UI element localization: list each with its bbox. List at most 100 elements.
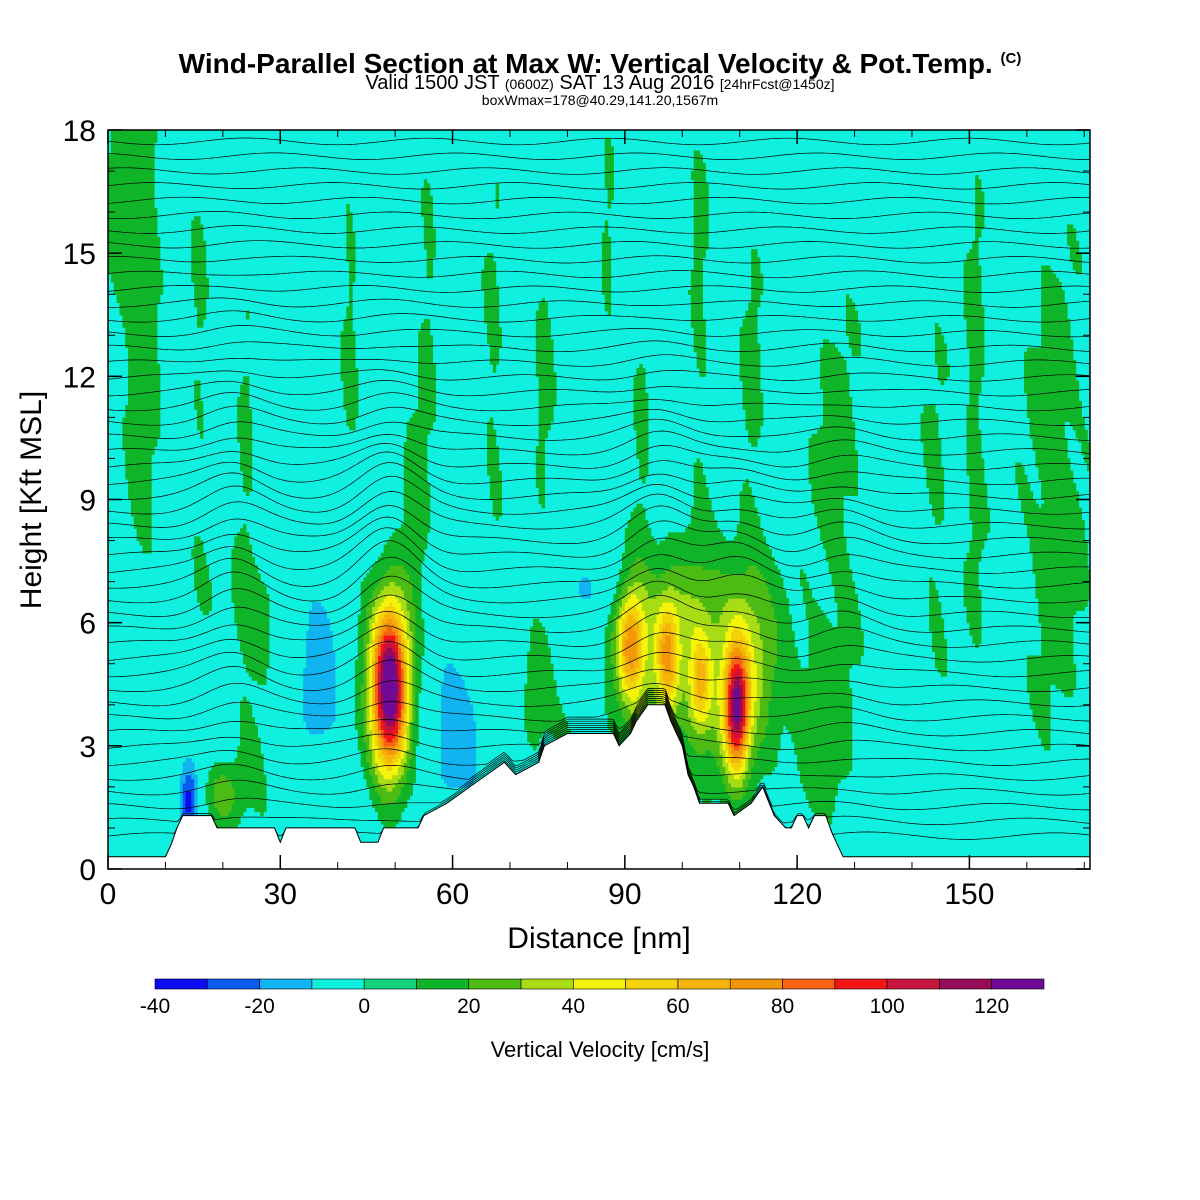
- w-cell: [808, 454, 859, 460]
- w-cell: [357, 470, 399, 476]
- w-cell: [725, 754, 729, 759]
- w-cell: [604, 306, 612, 312]
- w-cell: [1069, 249, 1080, 254]
- w-cell: [725, 782, 732, 788]
- w-cell: [406, 778, 416, 784]
- w-cell: [719, 725, 724, 731]
- w-cell: [214, 803, 233, 809]
- w-cell: [670, 680, 678, 685]
- w-cell: [693, 466, 703, 472]
- w-cell: [665, 639, 672, 644]
- w-cell: [774, 614, 792, 620]
- w-cell: [863, 737, 916, 743]
- w-cell: [377, 651, 382, 657]
- w-cell: [366, 700, 370, 706]
- w-cell: [639, 663, 643, 669]
- w-cell: [639, 659, 643, 665]
- w-cell: [639, 651, 643, 657]
- w-cell: [174, 437, 189, 443]
- w-cell: [742, 614, 758, 620]
- w-cell: [369, 696, 373, 702]
- w-cell: [808, 630, 864, 636]
- w-cell: [139, 540, 152, 546]
- w-cell: [415, 602, 422, 607]
- w-cell: [288, 618, 299, 624]
- w-cell: [340, 331, 356, 336]
- w-cell: [392, 647, 396, 653]
- w-cell: [415, 626, 425, 632]
- w-cell: [360, 692, 368, 698]
- w-cell: [509, 429, 514, 435]
- w-cell: [1049, 848, 1060, 854]
- w-cell: [978, 717, 996, 722]
- w-cell: [372, 298, 405, 304]
- w-cell: [446, 446, 462, 451]
- w-cell: [708, 688, 715, 694]
- w-cell: [777, 622, 792, 628]
- w-cell: [751, 774, 764, 780]
- w-cell: [1055, 684, 1077, 689]
- w-cell: [633, 421, 649, 427]
- w-cell: [297, 524, 307, 529]
- w-cell: [395, 762, 402, 767]
- w-cell: [426, 261, 434, 267]
- w-cell: [1081, 446, 1090, 451]
- w-cell: [797, 754, 853, 759]
- w-cell: [647, 655, 655, 661]
- w-cell: [108, 647, 129, 653]
- w-cell: [742, 667, 747, 673]
- w-cell: [624, 322, 632, 328]
- w-cell: [377, 811, 402, 817]
- w-cell: [110, 762, 123, 767]
- w-cell: [340, 544, 347, 550]
- w-cell: [509, 269, 523, 275]
- w-cell: [564, 425, 574, 431]
- w-cell: [317, 442, 333, 447]
- w-cell: [383, 708, 396, 714]
- w-cell: [1029, 544, 1088, 550]
- w-cell: [535, 318, 551, 324]
- w-cell: [877, 364, 907, 369]
- w-cell: [745, 651, 752, 657]
- w-cell: [831, 577, 853, 583]
- w-cell: [377, 741, 382, 747]
- w-cell: [616, 622, 620, 628]
- w-cell: [366, 704, 370, 710]
- w-cell: [739, 712, 744, 718]
- w-cell: [748, 565, 758, 570]
- w-cell: [343, 569, 350, 574]
- w-cell: [530, 639, 548, 644]
- w-cell: [624, 528, 652, 533]
- w-cell: [756, 721, 770, 726]
- w-cell: [225, 774, 267, 780]
- w-cell: [708, 659, 715, 665]
- w-cell: [733, 676, 738, 681]
- w-cell: [179, 803, 184, 809]
- w-cell: [372, 700, 376, 706]
- w-cell: [920, 848, 985, 854]
- w-cell: [822, 339, 830, 345]
- w-cell: [929, 598, 939, 603]
- w-cell: [108, 573, 115, 579]
- w-cell: [1023, 351, 1074, 357]
- w-cell: [375, 708, 379, 714]
- w-cell: [745, 425, 761, 431]
- w-cell: [719, 749, 726, 755]
- w-cell: [627, 524, 649, 529]
- w-cell: [469, 454, 479, 460]
- w-cell: [291, 487, 304, 492]
- w-cell: [357, 643, 365, 648]
- w-cell: [590, 425, 600, 431]
- w-cell: [636, 680, 643, 685]
- w-cell: [986, 778, 1005, 784]
- w-cell: [659, 626, 663, 632]
- w-cell: [866, 815, 904, 821]
- w-cell: [400, 606, 408, 611]
- w-cell: [392, 774, 402, 780]
- w-cell: [699, 598, 729, 603]
- w-cell: [122, 314, 158, 320]
- w-cell: [360, 462, 385, 468]
- w-cell: [713, 688, 718, 694]
- w-cell: [214, 257, 235, 262]
- w-cell: [963, 593, 982, 599]
